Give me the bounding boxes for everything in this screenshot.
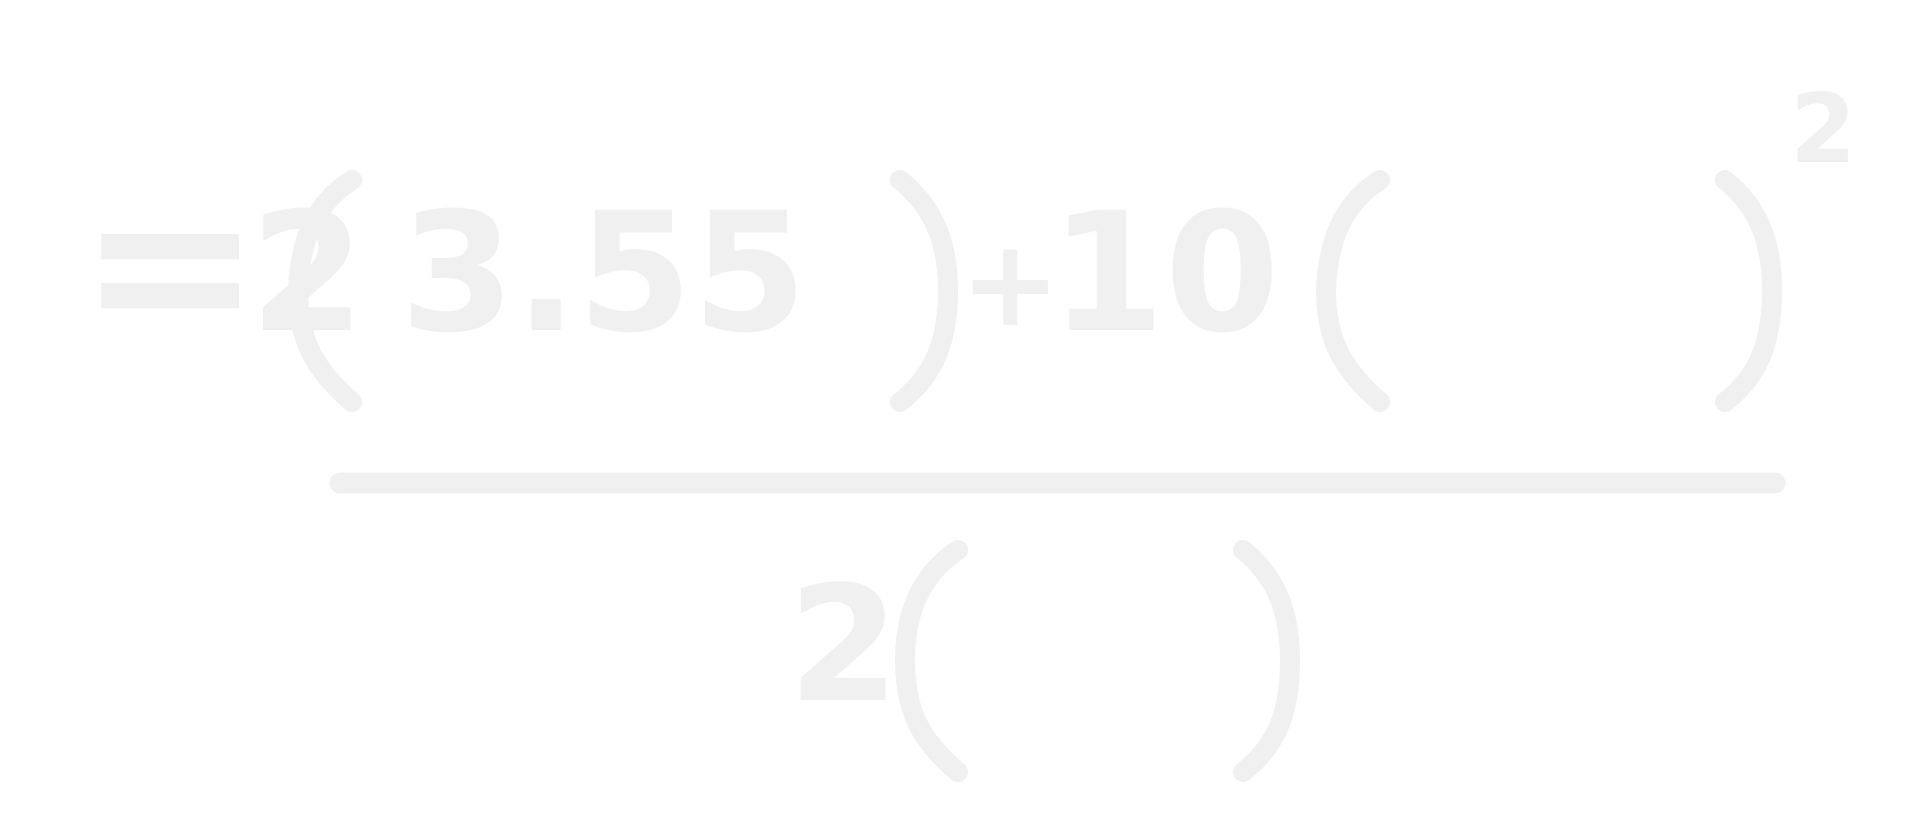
right-paren-2	[1715, 170, 1783, 412]
left-paren-2	[1315, 170, 1390, 412]
numerator-exponent: 2	[1790, 75, 1856, 185]
equals-sign: =	[78, 136, 262, 392]
denominator-coef: 2	[788, 551, 899, 738]
numerator-coef2: 10	[1050, 177, 1280, 369]
left-paren-3	[894, 540, 968, 782]
right-paren-1	[890, 170, 959, 412]
left-paren-1	[287, 170, 362, 412]
right-paren-3	[1233, 540, 1301, 782]
numerator-plus: +	[960, 215, 1061, 354]
numerator-value: 3.55	[400, 177, 807, 369]
